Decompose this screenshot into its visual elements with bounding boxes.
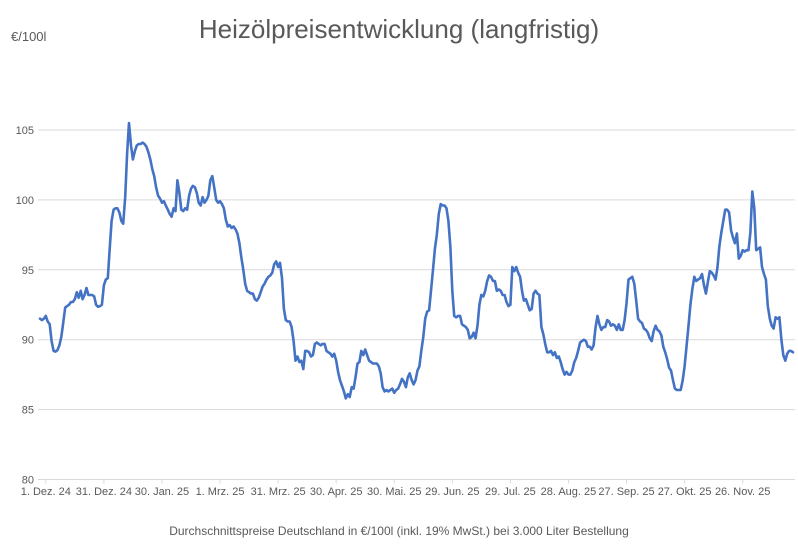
y-tick-label-105: 105 (16, 125, 34, 137)
y-tick-label-85: 85 (22, 405, 34, 417)
x-tick-label-1: 31. Dez. 24 (76, 486, 132, 498)
x-tick-label-3: 1. Mrz. 25 (196, 486, 245, 498)
y-tick-label-100: 100 (16, 195, 34, 207)
x-tick-label-11: 27. Okt. 25 (658, 486, 712, 498)
x-tick-label-10: 27. Sep. 25 (598, 486, 654, 498)
y-tick-label-90: 90 (22, 335, 34, 347)
footer-caption: Durchschnittspreise Deutschland in €/100… (169, 524, 629, 538)
price-line-series (38, 121, 795, 400)
y-tick-label-80: 80 (22, 475, 34, 487)
y-tick-label-95: 95 (22, 265, 34, 277)
x-tick-label-5: 30. Apr. 25 (310, 486, 363, 498)
x-tick-label-12: 26. Nov. 25 (715, 486, 770, 498)
x-tick-label-9: 28. Aug. 25 (541, 486, 597, 498)
x-tick-label-4: 31. Mrz. 25 (251, 486, 306, 498)
y-axis-unit-label: €/100l (11, 29, 47, 44)
x-tick-label-7: 29. Jun. 25 (425, 486, 479, 498)
chart-title: Heizölpreisentwicklung (langfristig) (198, 14, 600, 44)
x-tick-label-6: 30. Mai. 25 (367, 486, 421, 498)
x-tick-label-8: 29. Jul. 25 (485, 486, 536, 498)
x-tick-label-2: 30. Jan. 25 (135, 486, 189, 498)
x-tick-label-0: 1. Dez. 24 (21, 486, 71, 498)
